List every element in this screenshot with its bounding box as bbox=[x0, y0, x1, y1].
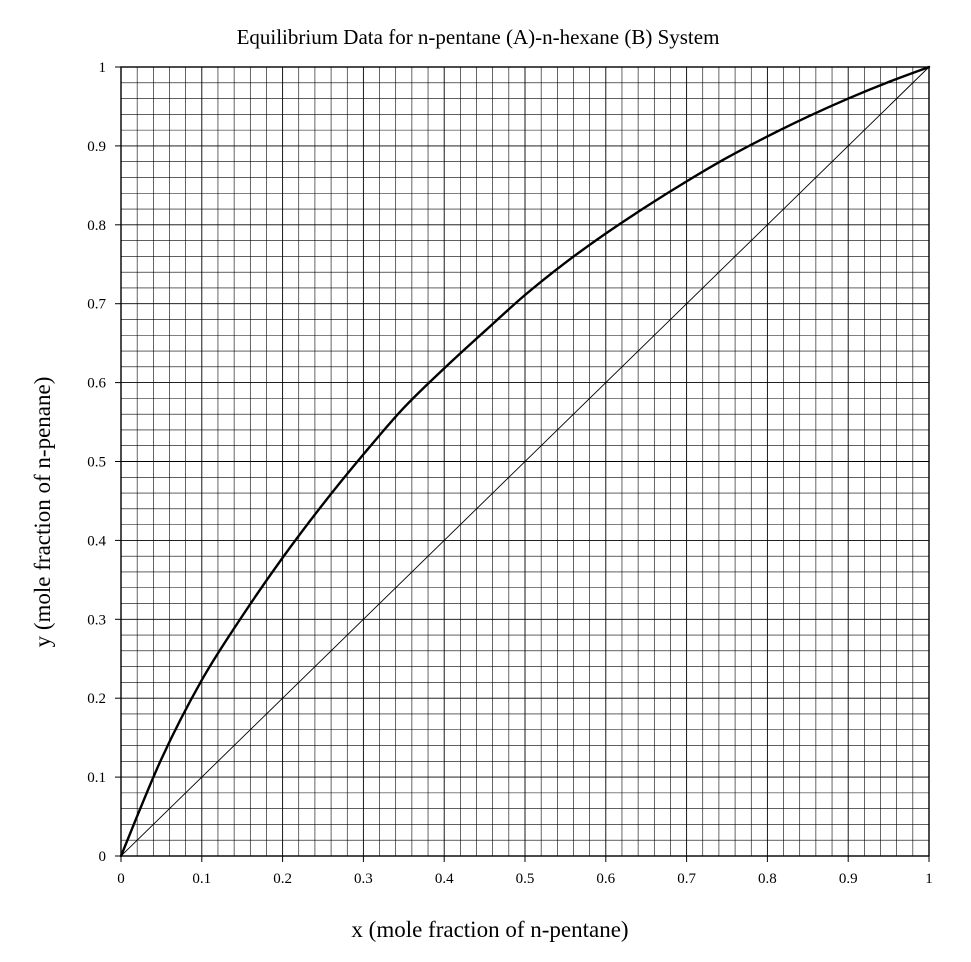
y-tick-label: 0 bbox=[99, 849, 107, 865]
x-tick-label: 0.1 bbox=[192, 871, 211, 887]
y-tick-label: 1 bbox=[99, 60, 107, 76]
x-tick-label: 0.2 bbox=[273, 871, 292, 887]
y-tick-label: 0.9 bbox=[87, 139, 106, 155]
series-group bbox=[119, 65, 931, 858]
x-tick-label: 0.8 bbox=[758, 871, 777, 887]
x-tick-labels: 0 0.1 0.2 0.3 0.4 0.5 0.6 0.7 0.8 0.9 1 bbox=[117, 856, 933, 887]
x-tick-label: 0.5 bbox=[516, 871, 535, 887]
x-tick-label: 0.3 bbox=[354, 871, 373, 887]
y-tick-label: 0.6 bbox=[87, 376, 106, 392]
y-tick-label: 0.3 bbox=[87, 612, 106, 628]
y-tick-label: 0.4 bbox=[87, 533, 106, 549]
x-tick-label: 1 bbox=[925, 871, 933, 887]
y-tick-label: 0.7 bbox=[87, 297, 106, 313]
x-tick-label: 0.4 bbox=[435, 871, 454, 887]
x-tick-label: 0.7 bbox=[677, 871, 696, 887]
equilibrium-curve bbox=[119, 65, 931, 858]
chart-title: Equilibrium Data for n-pentane (A)-n-hex… bbox=[237, 25, 720, 49]
x-tick-label: 0.6 bbox=[596, 871, 615, 887]
y-tick-label: 0.5 bbox=[87, 455, 106, 471]
y-tick-labels: 0 0.1 0.2 0.3 0.4 0.5 0.6 0.7 0.8 0.9 1 bbox=[87, 60, 121, 865]
diagonal-line bbox=[120, 66, 930, 857]
y-tick-label: 0.8 bbox=[87, 218, 106, 234]
x-tick-label: 0 bbox=[117, 871, 125, 887]
y-tick-label: 0.2 bbox=[87, 691, 106, 707]
y-axis-label: y (mole fraction of n-penane) bbox=[30, 377, 55, 648]
grid bbox=[121, 67, 929, 856]
x-axis-label: x (mole fraction of n-pentane) bbox=[351, 917, 628, 942]
x-tick-label: 0.9 bbox=[839, 871, 858, 887]
y-tick-label: 0.1 bbox=[87, 770, 106, 786]
